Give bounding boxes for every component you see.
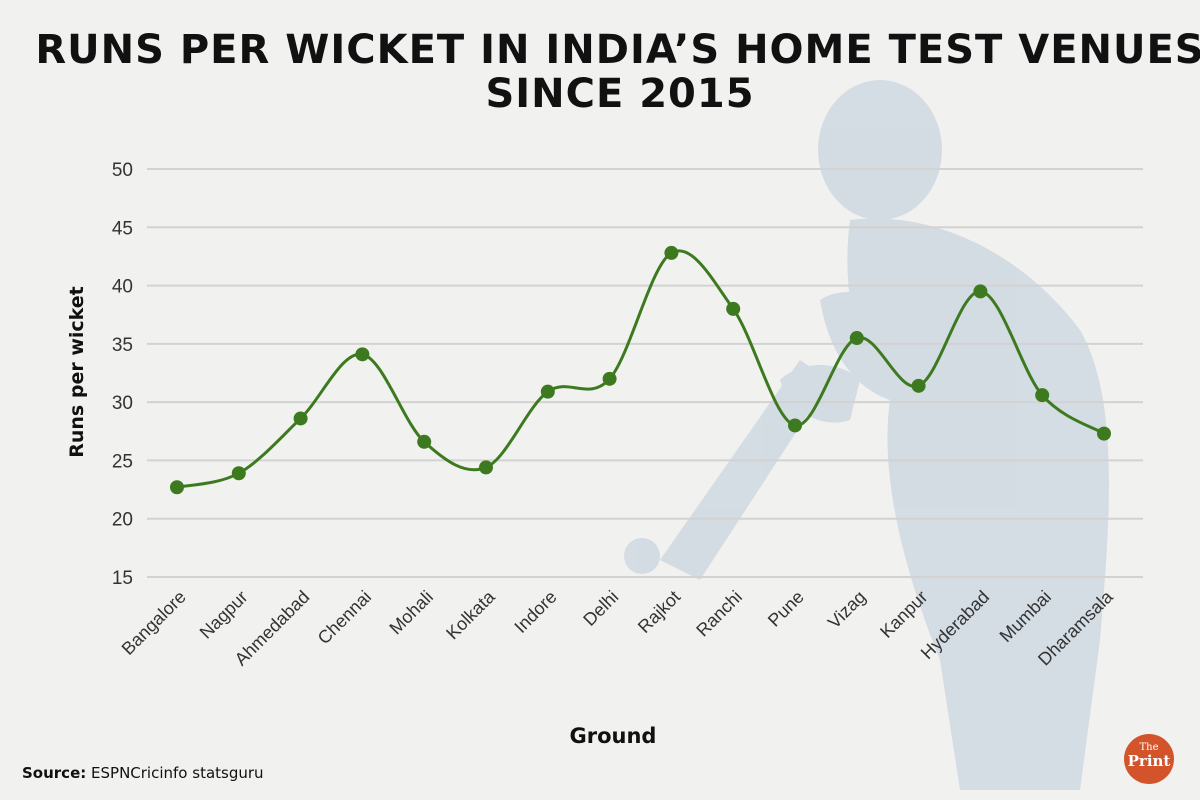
y-tick-label: 20: [112, 510, 133, 531]
y-tick-label: 15: [112, 568, 133, 589]
data-point: [602, 371, 617, 386]
y-tick-label: 50: [112, 160, 133, 181]
data-point: [417, 434, 432, 449]
data-point: [1097, 426, 1111, 441]
chart-title-line-2: SINCE 2015: [485, 71, 755, 117]
x-tick-label: Delhi: [579, 587, 622, 630]
y-axis-label: Runs per wicket: [66, 286, 88, 458]
x-tick-label: Vizag: [824, 587, 870, 633]
x-tick-label: Mohali: [385, 587, 437, 639]
data-point: [479, 460, 493, 475]
data-point: [355, 347, 370, 362]
data-point: [1035, 388, 1050, 403]
data-point: [911, 378, 926, 393]
x-tick-label: Pune: [764, 587, 808, 631]
source-text: ESPNCricinfo statsguru: [91, 764, 264, 782]
chart-title: RUNS PER WICKET IN INDIA’S HOME TEST VEN…: [0, 28, 1200, 116]
data-point: [540, 384, 555, 399]
data-point: [170, 480, 184, 495]
x-tick-label: Chennai: [314, 587, 376, 649]
data-point: [849, 331, 864, 346]
y-tick-label: 35: [112, 335, 133, 356]
logo-small-text: The: [1139, 742, 1159, 753]
x-tick-label: Bangalore: [118, 587, 190, 659]
theprint-logo: The Print: [1124, 734, 1174, 784]
source-note: Source: ESPNCricinfo statsguru: [22, 764, 264, 782]
y-tick-label: 25: [112, 451, 133, 472]
data-point: [788, 418, 802, 433]
logo-big-text: Print: [1127, 752, 1171, 770]
y-axis-ticks: 15 20 25 30 35 40 45 50: [112, 160, 133, 589]
data-point: [726, 301, 741, 316]
data-point: [293, 411, 308, 426]
x-tick-label: Kolkata: [442, 586, 499, 643]
data-point: [973, 284, 988, 299]
x-tick-label: Nagpur: [196, 587, 252, 643]
y-tick-label: 45: [112, 218, 133, 239]
x-axis-label: Ground: [570, 724, 657, 748]
y-tick-label: 40: [112, 277, 133, 298]
y-tick-label: 30: [112, 393, 133, 414]
source-label: Source:: [22, 764, 87, 782]
batsman-silhouette: [624, 80, 1109, 790]
data-point: [231, 466, 246, 481]
chart-title-line-1: RUNS PER WICKET IN INDIA’S HOME TEST VEN…: [35, 27, 1200, 73]
data-points: [170, 245, 1111, 495]
x-tick-label: Ranchi: [692, 587, 746, 641]
data-point: [664, 245, 679, 260]
series-line: [176, 249, 1105, 489]
x-tick-label: Rajkot: [634, 587, 684, 637]
grid-lines: [147, 168, 1143, 578]
x-tick-label: Indore: [510, 587, 560, 637]
